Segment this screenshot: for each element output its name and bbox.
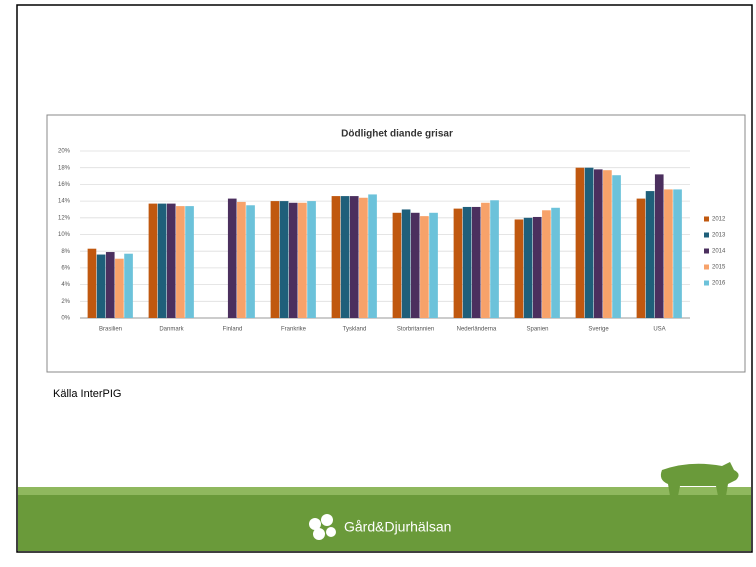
x-tick-label: Sverige — [588, 327, 609, 333]
logo-icon — [309, 514, 336, 540]
bar — [481, 202, 490, 318]
x-tick-label: Storbritannien — [397, 327, 434, 333]
y-tick-label: 6% — [61, 265, 70, 271]
bar — [654, 174, 664, 318]
legend-label: 2014 — [712, 249, 726, 255]
x-tick-label: Finland — [223, 327, 243, 333]
bar — [227, 198, 237, 318]
bar — [612, 175, 621, 318]
bar — [331, 196, 341, 318]
x-tick-label: Spanien — [526, 327, 548, 333]
bar — [542, 210, 551, 318]
bar — [401, 209, 411, 318]
y-tick-label: 10% — [58, 232, 71, 238]
bar — [636, 198, 646, 318]
bar — [176, 206, 185, 318]
x-tick-label: Nederländerna — [457, 327, 497, 333]
pig-icon — [660, 462, 739, 496]
legend-label: 2013 — [712, 233, 726, 239]
x-tick-label: Tyskland — [343, 327, 367, 333]
bar — [410, 212, 420, 318]
legend-swatch — [704, 216, 709, 222]
y-tick-label: 12% — [58, 215, 71, 221]
bar — [166, 203, 176, 318]
y-tick-label: 8% — [61, 249, 70, 255]
bar — [115, 258, 124, 318]
y-tick-label: 20% — [58, 149, 71, 155]
bar — [157, 203, 167, 318]
bar — [96, 254, 106, 318]
bar — [514, 219, 524, 318]
x-tick-label: Frankrike — [281, 327, 307, 333]
bar — [664, 189, 673, 318]
y-tick-label: 14% — [58, 199, 71, 205]
legend-swatch — [704, 248, 709, 254]
bar — [523, 217, 533, 318]
y-tick-label: 4% — [61, 282, 70, 288]
bar — [603, 170, 612, 318]
x-tick-label: Brasilien — [99, 327, 122, 333]
y-tick-label: 16% — [58, 182, 71, 188]
bar — [593, 169, 603, 318]
footer-edge — [18, 487, 751, 495]
y-tick-label: 0% — [61, 316, 70, 322]
y-tick-label: 18% — [58, 165, 71, 171]
bar — [359, 197, 368, 318]
bar — [420, 216, 429, 318]
bar — [307, 201, 316, 318]
bar — [453, 208, 463, 318]
bar — [270, 201, 280, 318]
logo-text: Gård&Djurhälsan — [344, 519, 451, 535]
bar — [368, 194, 377, 318]
chart-title: Dödlighet diande grisar — [341, 129, 453, 140]
bar — [124, 253, 133, 318]
bar — [185, 206, 194, 318]
bar — [87, 248, 97, 318]
x-tick-label: Danmark — [159, 327, 184, 333]
y-tick-label: 2% — [61, 299, 70, 305]
bar — [673, 189, 682, 318]
legend-swatch — [704, 264, 709, 270]
bar — [575, 167, 585, 318]
x-tick-label: USA — [653, 327, 665, 333]
bar — [340, 196, 350, 318]
bar — [279, 201, 289, 318]
bar — [392, 212, 402, 318]
bar — [298, 202, 307, 318]
legend-swatch — [704, 280, 709, 286]
bar — [237, 201, 246, 318]
legend-label: 2012 — [712, 217, 726, 223]
legend-label: 2016 — [712, 281, 726, 287]
bar — [148, 203, 158, 318]
legend-swatch — [704, 232, 709, 238]
legend-label: 2015 — [712, 265, 726, 271]
bar — [471, 206, 481, 318]
bar — [429, 212, 438, 318]
bar — [532, 216, 542, 318]
bar — [246, 205, 255, 318]
bar — [490, 200, 499, 318]
bar — [349, 196, 359, 318]
bar — [288, 202, 298, 318]
bar — [551, 207, 560, 318]
bar — [105, 252, 115, 318]
bar — [584, 167, 594, 318]
bar — [462, 206, 472, 318]
source-note: Källa InterPIG — [53, 388, 121, 400]
footer-band — [18, 487, 751, 551]
bar — [645, 191, 655, 318]
